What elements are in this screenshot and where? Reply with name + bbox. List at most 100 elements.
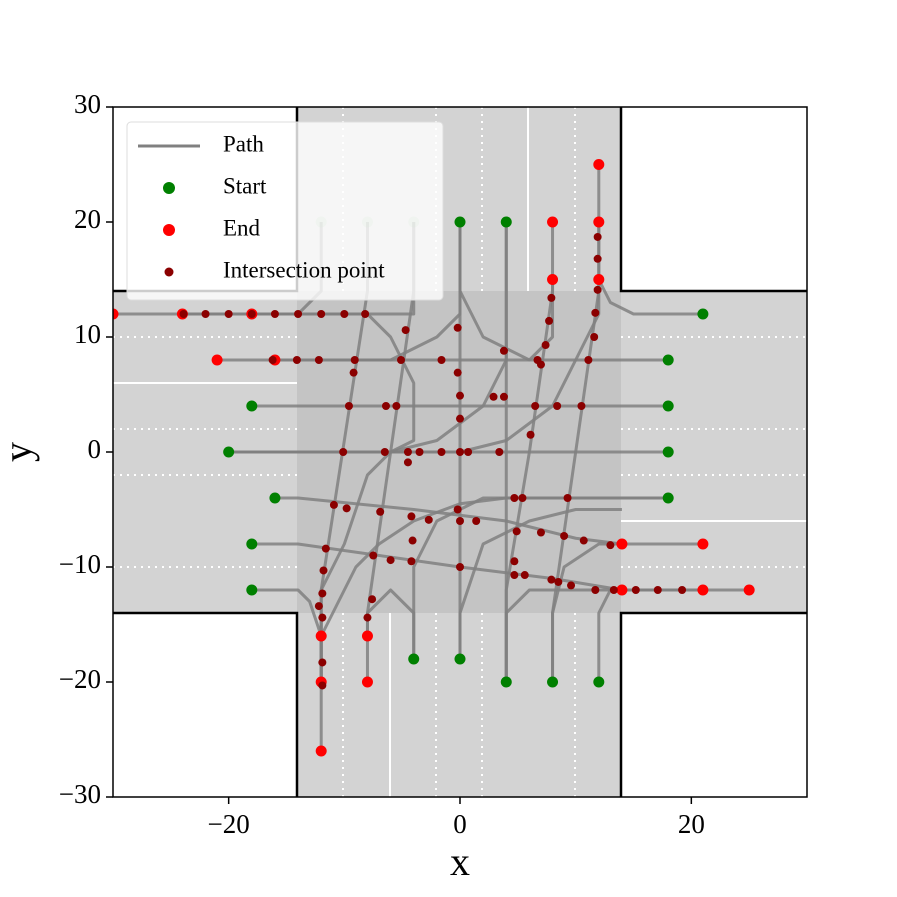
- point: [499, 392, 508, 401]
- point: [315, 630, 327, 642]
- point: [361, 676, 373, 688]
- point: [510, 557, 519, 566]
- point: [456, 517, 464, 525]
- point: [567, 581, 576, 590]
- point: [456, 448, 464, 456]
- point: [392, 402, 401, 410]
- point: [246, 584, 258, 596]
- point: [662, 400, 674, 412]
- point: [579, 536, 588, 545]
- point: [743, 584, 755, 596]
- point: [319, 566, 328, 575]
- y-axis-label: y: [0, 442, 40, 462]
- point: [453, 323, 462, 332]
- point: [437, 356, 446, 364]
- point: [403, 458, 412, 467]
- path-line: [228, 312, 416, 454]
- point: [593, 232, 602, 241]
- point: [520, 571, 529, 580]
- point: [662, 354, 674, 366]
- point: [593, 254, 602, 263]
- y-tick-label: −30: [59, 779, 101, 809]
- point: [113, 308, 119, 320]
- point: [499, 346, 508, 355]
- marks: [113, 159, 755, 757]
- point: [590, 333, 599, 341]
- point: [531, 402, 540, 410]
- point: [268, 356, 277, 364]
- point: [224, 310, 233, 318]
- point: [697, 584, 709, 596]
- point: [591, 308, 600, 317]
- path-line: [504, 588, 622, 682]
- point: [386, 556, 395, 565]
- point: [339, 448, 348, 456]
- path-line: [319, 496, 669, 751]
- point: [294, 310, 303, 318]
- point: [609, 586, 618, 594]
- point: [368, 595, 377, 604]
- point: [453, 505, 462, 514]
- point: [350, 356, 359, 364]
- y-tick-label: 20: [74, 204, 101, 234]
- point: [653, 586, 662, 594]
- point: [376, 507, 385, 516]
- point: [363, 613, 372, 622]
- x-axis-label: x: [450, 839, 470, 884]
- point: [553, 402, 562, 410]
- point: [401, 326, 410, 335]
- point: [500, 676, 512, 688]
- path-line: [458, 508, 622, 659]
- point: [593, 159, 605, 170]
- point: [454, 216, 466, 228]
- point: [437, 448, 446, 456]
- point: [456, 391, 464, 400]
- point: [591, 586, 600, 594]
- point: [554, 577, 563, 586]
- point: [547, 216, 559, 228]
- point: [489, 392, 498, 401]
- point: [526, 430, 535, 439]
- point: [340, 310, 349, 318]
- point: [329, 500, 338, 509]
- point: [380, 448, 389, 456]
- point: [697, 538, 709, 550]
- point: [369, 551, 378, 560]
- y-tick-label: −20: [59, 664, 101, 694]
- point: [593, 676, 605, 688]
- point: [314, 356, 323, 364]
- point: [697, 308, 709, 320]
- point: [545, 316, 554, 325]
- point: [407, 557, 416, 566]
- point: [631, 586, 640, 594]
- point: [678, 586, 687, 594]
- point: [464, 448, 473, 456]
- point: [318, 658, 327, 667]
- point: [349, 368, 358, 377]
- point: [547, 575, 556, 584]
- point: [593, 274, 605, 285]
- y-tick-label: −10: [59, 549, 101, 579]
- point: [246, 538, 258, 550]
- point: [563, 494, 572, 502]
- point: [318, 681, 327, 690]
- point: [536, 360, 545, 369]
- legend-label: Path: [223, 131, 264, 156]
- point: [512, 527, 521, 536]
- point: [616, 584, 628, 596]
- point: [547, 676, 559, 688]
- point: [541, 341, 550, 350]
- point: [454, 653, 466, 665]
- point: [318, 589, 327, 598]
- point: [593, 285, 602, 294]
- point: [270, 310, 279, 318]
- point: [246, 400, 258, 412]
- point: [616, 538, 628, 550]
- point: [510, 494, 519, 502]
- point: [593, 216, 605, 228]
- point: [415, 448, 424, 456]
- point: [321, 544, 330, 553]
- point: [560, 531, 569, 540]
- x-tick-label: 0: [453, 809, 467, 839]
- point: [456, 563, 464, 571]
